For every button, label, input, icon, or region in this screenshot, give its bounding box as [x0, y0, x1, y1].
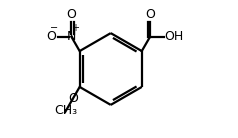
Text: CH₃: CH₃ [54, 104, 77, 117]
Text: O: O [46, 30, 56, 43]
Text: O: O [68, 92, 78, 105]
Text: O: O [66, 8, 76, 21]
Text: −: − [50, 23, 58, 33]
Text: N: N [67, 30, 76, 43]
Text: +: + [71, 23, 79, 33]
Text: O: O [145, 8, 155, 21]
Text: OH: OH [164, 30, 184, 43]
